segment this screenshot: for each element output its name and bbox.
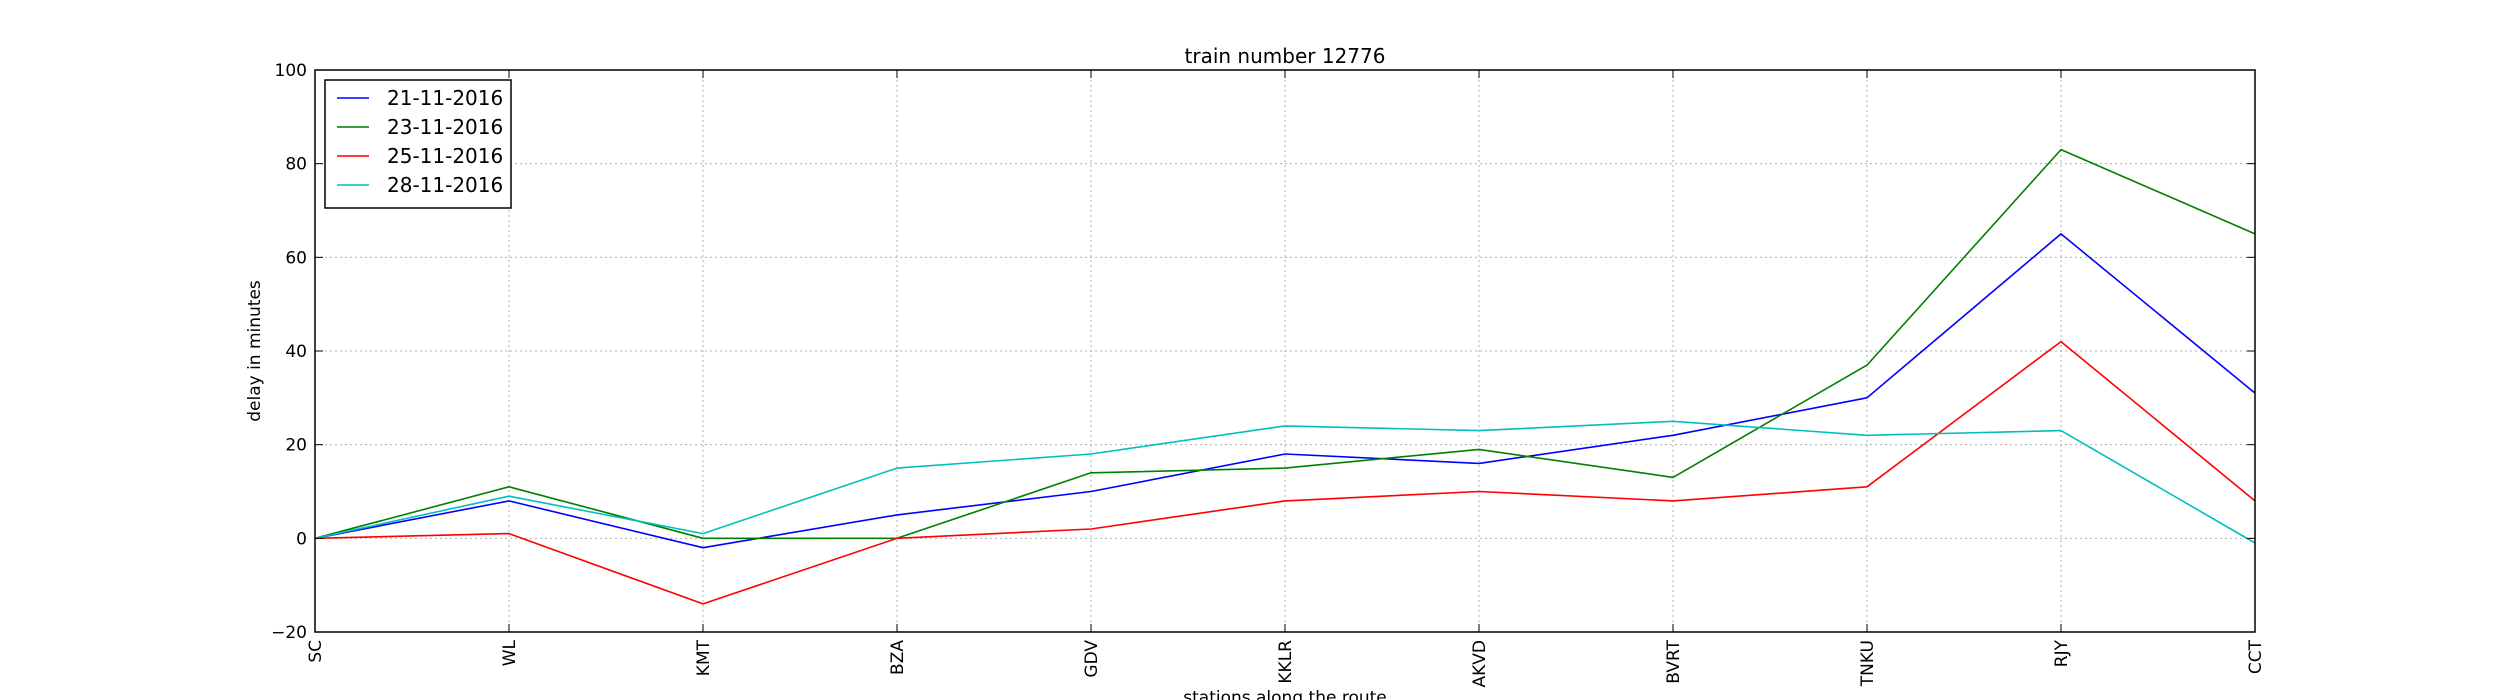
axis-ticks: −20 0 20 40 60 80 100 SC WL KMT BZA GDV KKLR AKVD BVRT… (271, 61, 2266, 688)
x-tick-label: CCT (2246, 639, 2266, 674)
series-line-25-11-2016 (314, 340, 2256, 605)
x-tick-label: BZA (888, 640, 908, 675)
y-tick-label: 0 (296, 529, 307, 549)
x-tick-label: WL (500, 639, 520, 666)
y-tick-label: 20 (285, 436, 307, 456)
legend-label: 28-11-2016 (387, 173, 503, 197)
x-tick-label: KKLR (1276, 640, 1296, 684)
legend-label: 21-11-2016 (387, 86, 503, 110)
legend-label: 25-11-2016 (387, 144, 503, 168)
y-tick-label: 100 (275, 61, 307, 81)
series-lines (314, 148, 2256, 605)
x-tick-label: TNKU (1858, 640, 1878, 687)
y-tick-label: 60 (285, 248, 307, 268)
x-tick-label: AKVD (1470, 640, 1490, 688)
chart-title: train number 12776 (1185, 44, 1386, 68)
y-tick-label: 40 (285, 342, 307, 362)
x-tick-label: BVRT (1664, 639, 1684, 683)
x-tick-label: SC (306, 640, 326, 663)
legend-box (324, 79, 512, 209)
legend-label: 23-11-2016 (387, 115, 503, 139)
y-tick-label: 80 (285, 155, 307, 175)
legend: 21-11-2016 23-11-2016 25-11-2016 28-11-2016 (324, 79, 512, 209)
x-tick-label: GDV (1082, 640, 1102, 678)
x-tick-label: RJY (2052, 639, 2072, 667)
y-tick-label: −20 (271, 623, 307, 643)
x-axis-title: stations along the route (1183, 688, 1387, 700)
grid (315, 70, 2255, 632)
series-line-21-11-2016 (314, 233, 2256, 549)
y-axis-title: delay in minutes (245, 280, 265, 422)
x-tick-label: KMT (694, 639, 714, 676)
series-line-28-11-2016 (314, 420, 2256, 544)
